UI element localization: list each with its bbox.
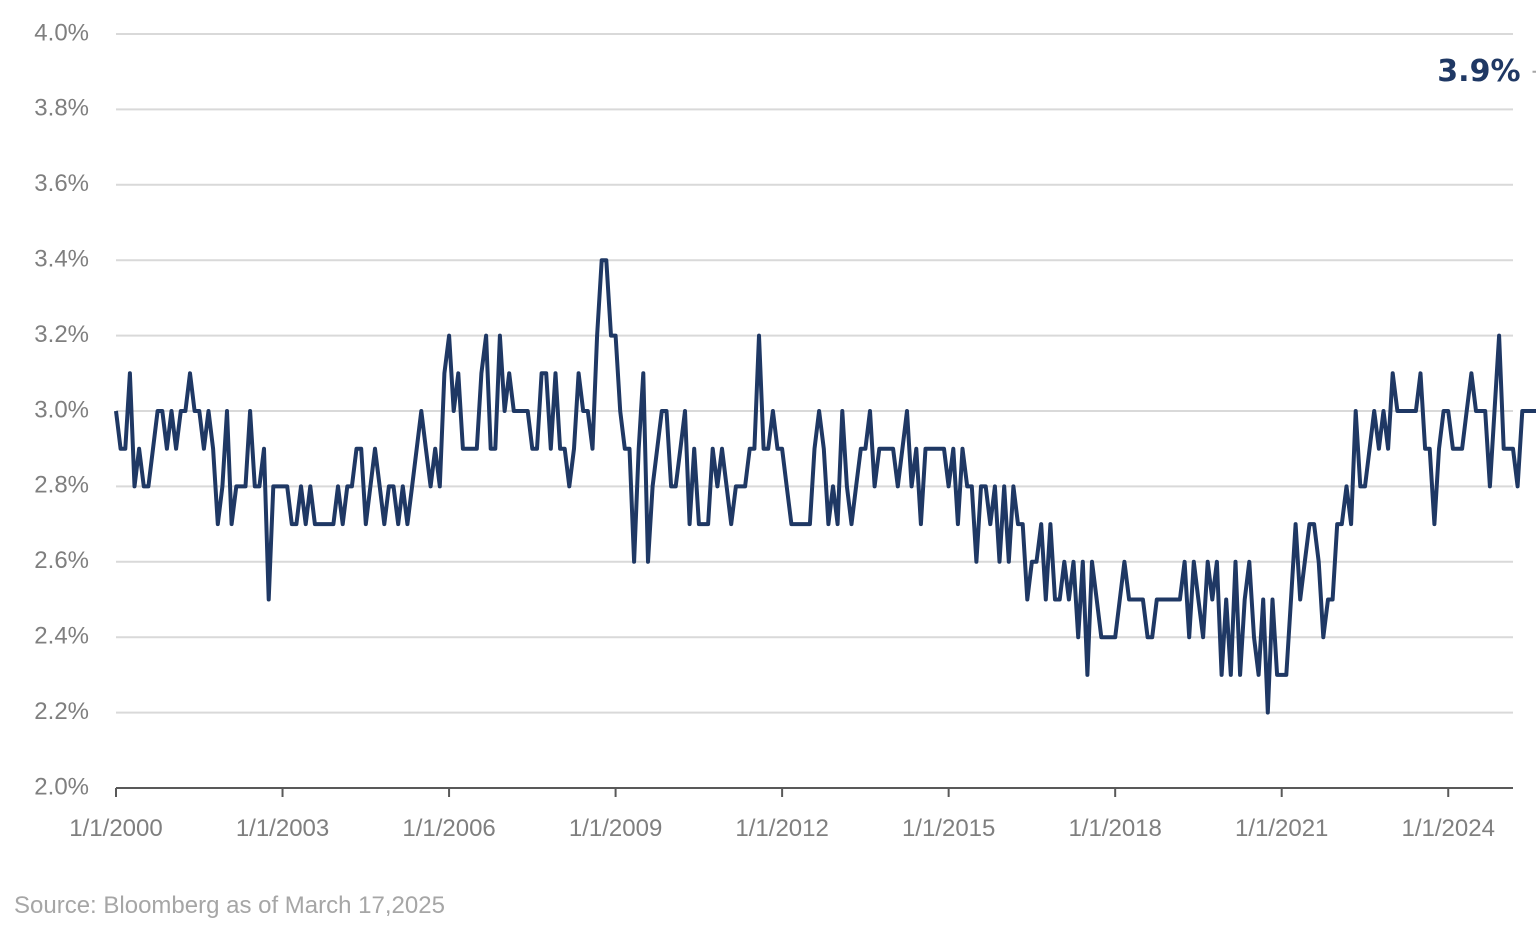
series-line — [114, 258, 1536, 715]
x-tick-label: 1/1/2012 — [735, 815, 828, 842]
callout-value-label: 3.9% — [1437, 54, 1520, 89]
gridlines — [116, 33, 1513, 714]
y-tick-label: 2.2% — [34, 698, 89, 725]
x-tick-label: 1/1/2000 — [69, 815, 162, 842]
y-tick-label: 3.2% — [34, 321, 89, 348]
y-tick-label: 2.0% — [34, 773, 89, 800]
y-tick-label: 2.4% — [34, 623, 89, 650]
y-tick-label: 2.6% — [34, 547, 89, 574]
x-tick-label: 1/1/2021 — [1235, 815, 1328, 842]
y-tick-label: 2.8% — [34, 472, 89, 499]
y-tick-label: 3.0% — [34, 396, 89, 423]
y-tick-label: 3.4% — [34, 246, 89, 273]
source-note: Source: Bloomberg as of March 17,2025 — [14, 892, 445, 919]
x-tick-label: 1/1/2006 — [402, 815, 495, 842]
y-tick-label: 3.8% — [34, 95, 89, 122]
last-value-annotation: 3.9% — [1437, 54, 1536, 89]
x-tick-label: 1/1/2015 — [902, 815, 995, 842]
series-group — [114, 258, 1536, 715]
x-axis: 1/1/2000 1/1/2003 1/1/2006 1/1/2009 1/1/2012… — [69, 787, 1513, 842]
y-axis-tick-labels: 2.0% 2.2% 2.4% 2.6% 2.8% 3.0% 3.2% 3.4% 3.6% 3.8%… — [34, 19, 89, 800]
x-tick-label: 1/1/2009 — [569, 815, 662, 842]
x-tick-label: 1/1/2024 — [1402, 815, 1495, 842]
y-tick-label: 3.6% — [34, 170, 89, 197]
x-tick-label: 1/1/2018 — [1068, 815, 1161, 842]
x-tick-label: 1/1/2003 — [236, 815, 329, 842]
y-tick-label: 4.0% — [34, 19, 89, 46]
